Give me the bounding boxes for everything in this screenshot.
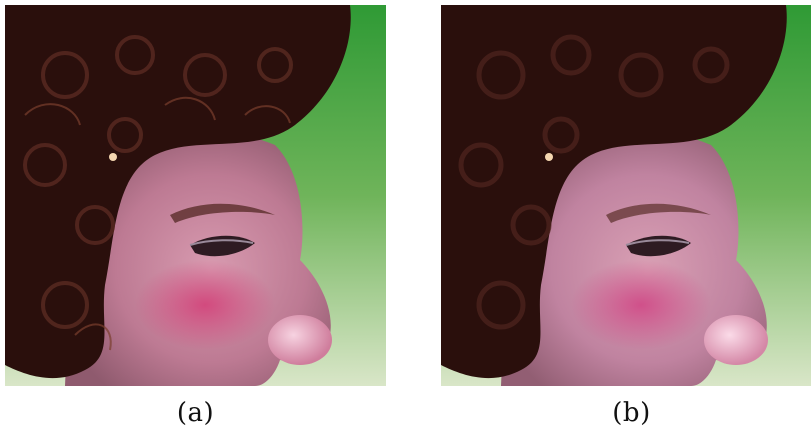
cheek [571,260,711,350]
hair-highlight [545,153,553,161]
curly-hair [5,5,351,379]
nose [268,315,332,365]
hair-highlight [109,153,117,161]
nose [704,315,768,365]
curly-hair [441,5,787,379]
photo-panel-b [441,5,811,386]
cheek [135,260,275,350]
caption-a: (a) [176,398,215,428]
eyebrow [606,203,711,223]
child-profile-image-a [5,5,386,386]
child-profile-image-b [441,5,811,386]
caption-b: (b) [612,398,651,428]
eyebrow [170,203,275,223]
photo-panel-a [5,5,386,386]
